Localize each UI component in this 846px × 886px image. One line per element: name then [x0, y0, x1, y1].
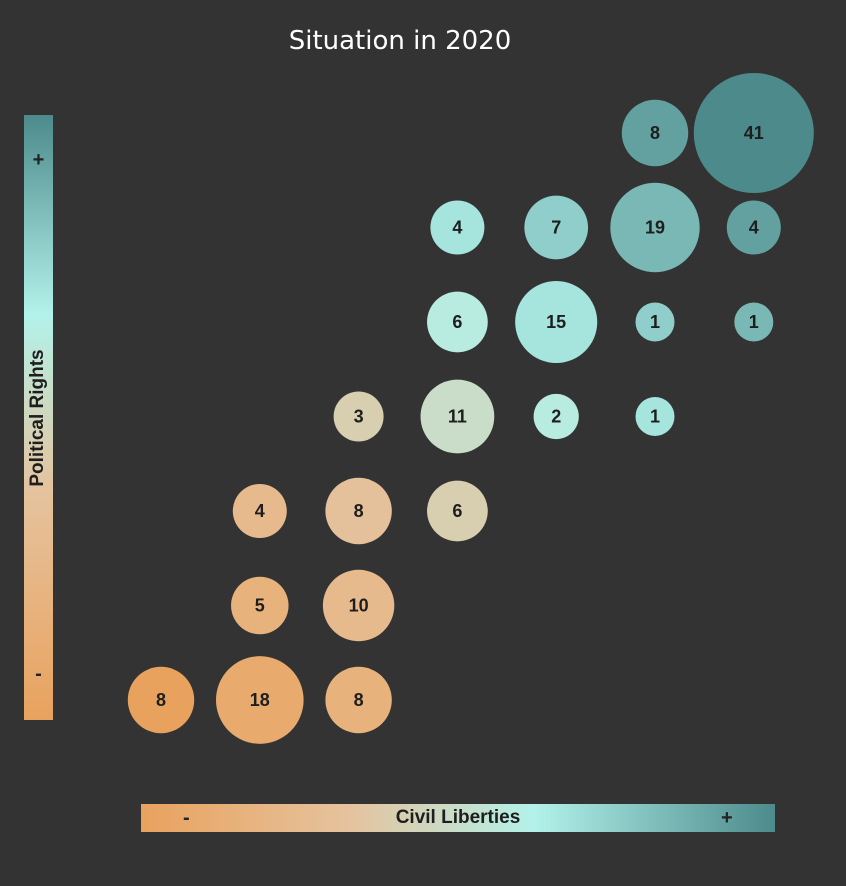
bubble [325, 477, 392, 545]
bubble [515, 280, 598, 364]
bubble-value-label: 41 [744, 123, 764, 143]
bubble-value-label: 4 [452, 218, 462, 238]
x-axis-title: Civil Liberties [395, 807, 521, 828]
chart-title: Situation in 2020 [288, 26, 512, 56]
y-axis-high-sign: + [32, 149, 45, 171]
x-axis-high-sign: + [721, 807, 733, 829]
bubble-value-label: 5 [255, 596, 265, 616]
bubble-value-label: 8 [156, 690, 166, 710]
bubble [621, 99, 689, 167]
bubble [734, 302, 774, 342]
bubble-value-label: 6 [452, 312, 462, 332]
bubble [693, 72, 814, 194]
bubble [333, 391, 384, 442]
bubble [635, 397, 675, 436]
bubble [726, 200, 781, 255]
bubble [524, 195, 589, 260]
bubble [533, 393, 579, 440]
bubble-value-label: 4 [749, 218, 759, 238]
bubble-value-label: 1 [650, 407, 660, 427]
bubble [427, 291, 488, 353]
bubble [215, 656, 304, 744]
bubble [322, 569, 395, 642]
bubble-value-label: 1 [650, 312, 660, 332]
x-axis-low-sign: - [183, 807, 190, 829]
x-axis-gradient-bar: - Civil Liberties + [141, 804, 775, 832]
bubble [231, 576, 289, 635]
bubble [427, 480, 488, 542]
bubble [127, 666, 195, 734]
bubble-value-label: 3 [354, 407, 364, 427]
bubble-value-label: 18 [250, 690, 270, 710]
bubble [232, 484, 287, 538]
bubble [325, 666, 392, 734]
bubble-value-label: 6 [452, 501, 462, 521]
bubble-value-label: 8 [354, 501, 364, 521]
bubble-value-label: 2 [551, 407, 561, 427]
bubble-value-label: 15 [546, 312, 566, 332]
y-axis-low-sign: - [35, 663, 42, 685]
bubble-value-label: 8 [650, 123, 660, 143]
bubble-value-label: 4 [255, 501, 265, 521]
bubble [635, 302, 675, 342]
bubble [430, 200, 485, 255]
bubble-value-label: 11 [448, 407, 467, 427]
bubble [610, 182, 700, 273]
bubble-value-label: 10 [349, 596, 369, 616]
bubble-value-label: 7 [551, 218, 561, 238]
bubble-value-label: 19 [645, 218, 665, 238]
bubble [420, 379, 495, 454]
bubble-value-label: 1 [749, 312, 759, 332]
y-axis-gradient-bar: + - [24, 115, 53, 720]
bubble-value-label: 8 [354, 690, 364, 710]
